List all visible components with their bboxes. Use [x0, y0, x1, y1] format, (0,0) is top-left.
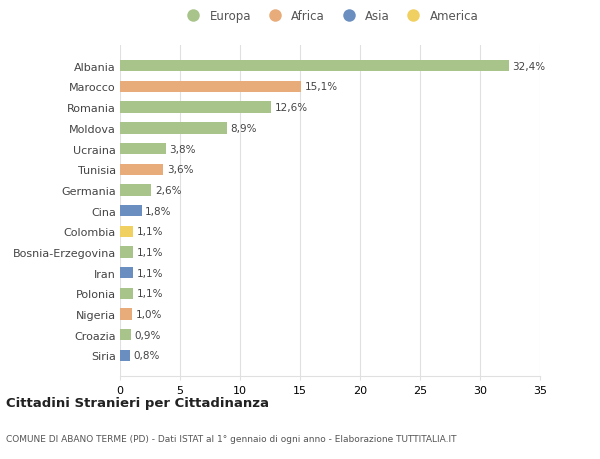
Bar — [120, 185, 151, 196]
Text: 3,6%: 3,6% — [167, 165, 193, 175]
Bar — [120, 61, 509, 72]
Bar — [120, 268, 133, 279]
Text: 12,6%: 12,6% — [275, 103, 308, 113]
Bar — [120, 226, 133, 237]
Bar — [120, 102, 271, 113]
Text: 3,8%: 3,8% — [169, 144, 196, 154]
Text: 1,1%: 1,1% — [137, 227, 163, 237]
Bar — [120, 309, 132, 320]
Text: 1,0%: 1,0% — [136, 309, 162, 319]
Text: Cittadini Stranieri per Cittadinanza: Cittadini Stranieri per Cittadinanza — [6, 396, 269, 409]
Bar — [120, 144, 166, 155]
Text: 8,9%: 8,9% — [230, 123, 257, 134]
Legend: Europa, Africa, Asia, America: Europa, Africa, Asia, America — [176, 6, 484, 28]
Text: 32,4%: 32,4% — [512, 62, 545, 72]
Text: 2,6%: 2,6% — [155, 185, 181, 196]
Text: 0,9%: 0,9% — [134, 330, 161, 340]
Bar — [120, 123, 227, 134]
Text: 1,1%: 1,1% — [137, 268, 163, 278]
Bar — [120, 247, 133, 258]
Bar — [120, 164, 163, 175]
Text: 0,8%: 0,8% — [133, 351, 160, 361]
Text: 1,1%: 1,1% — [137, 289, 163, 299]
Text: 1,8%: 1,8% — [145, 206, 172, 216]
Bar — [120, 350, 130, 361]
Text: 15,1%: 15,1% — [305, 82, 338, 92]
Bar — [120, 330, 131, 341]
Bar — [120, 288, 133, 299]
Text: 1,1%: 1,1% — [137, 247, 163, 257]
Text: COMUNE DI ABANO TERME (PD) - Dati ISTAT al 1° gennaio di ogni anno - Elaborazion: COMUNE DI ABANO TERME (PD) - Dati ISTAT … — [6, 434, 457, 442]
Bar — [120, 206, 142, 217]
Bar — [120, 82, 301, 93]
